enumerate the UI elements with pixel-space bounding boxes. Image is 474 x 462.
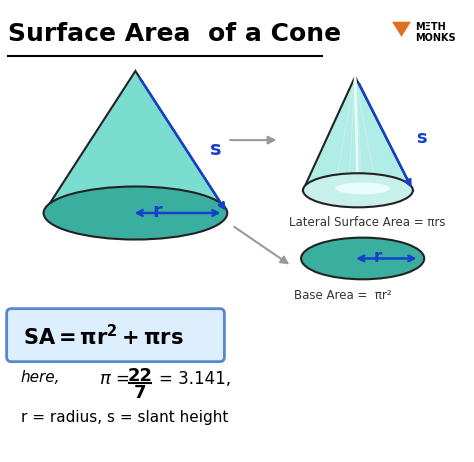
Ellipse shape [303, 173, 413, 207]
Text: s: s [416, 129, 426, 147]
Text: here,: here, [21, 370, 60, 385]
Text: r = radius, s = slant height: r = radius, s = slant height [21, 410, 228, 425]
Text: r: r [374, 248, 382, 266]
Polygon shape [303, 77, 413, 190]
Text: MΞTH: MΞTH [415, 22, 446, 32]
Text: Lateral Surface Area = πrs: Lateral Surface Area = πrs [289, 216, 445, 229]
Text: = 3.141,: = 3.141, [159, 370, 231, 388]
Text: 7: 7 [134, 384, 146, 402]
Text: s: s [210, 140, 222, 159]
Text: 22: 22 [128, 367, 153, 385]
Text: Base Area =  πr²: Base Area = πr² [293, 289, 391, 302]
Text: $\pi$: $\pi$ [100, 370, 112, 388]
Ellipse shape [301, 237, 424, 280]
Ellipse shape [44, 187, 227, 239]
Text: r: r [153, 201, 162, 221]
Text: MONKS: MONKS [415, 33, 456, 43]
Ellipse shape [335, 182, 390, 195]
Text: =: = [116, 370, 129, 388]
Text: $\bf{SA = \pi r^2 + \pi rs}$: $\bf{SA = \pi r^2 + \pi rs}$ [23, 324, 183, 350]
Polygon shape [392, 22, 411, 37]
Polygon shape [44, 71, 227, 213]
Text: Surface Area  of a Cone: Surface Area of a Cone [8, 22, 341, 46]
FancyBboxPatch shape [7, 309, 224, 362]
